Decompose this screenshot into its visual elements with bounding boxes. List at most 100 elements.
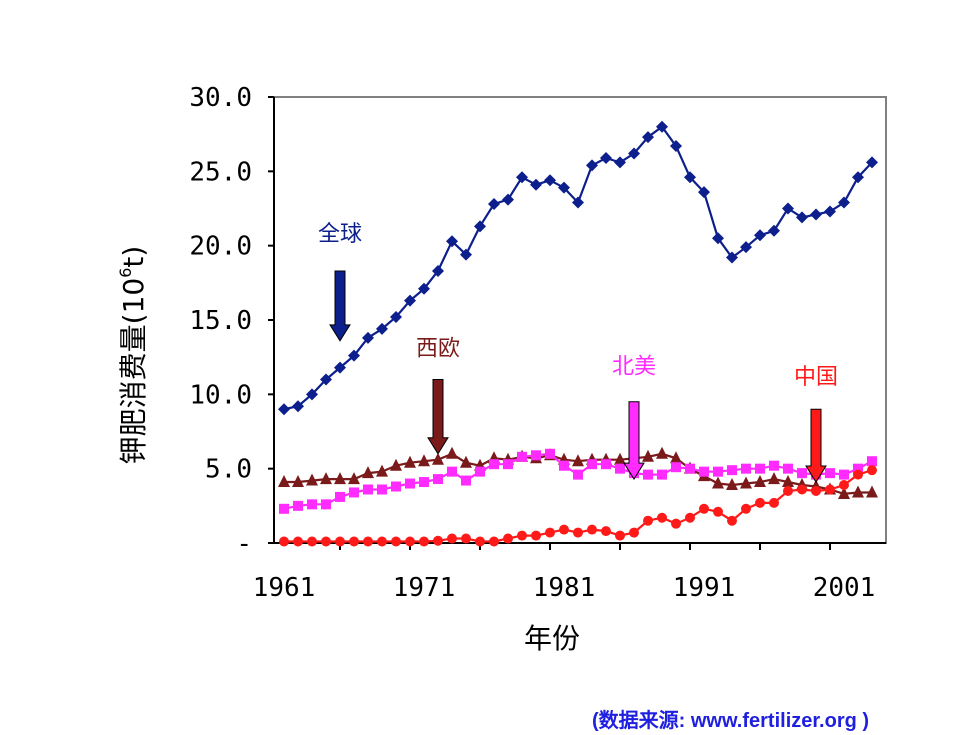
data-point (810, 208, 822, 221)
data-point (713, 506, 723, 517)
data-point (558, 181, 570, 194)
data-point (642, 131, 654, 144)
data-point (727, 515, 737, 526)
data-point (447, 533, 457, 544)
data-point (657, 469, 667, 480)
data-point (348, 349, 360, 362)
data-point (376, 322, 388, 335)
data-point (867, 456, 877, 467)
annotation-arrow (623, 401, 645, 481)
data-point (293, 536, 303, 547)
data-point (377, 484, 387, 495)
data-point (404, 294, 416, 307)
data-point (404, 455, 416, 468)
data-point (839, 469, 849, 480)
data-point (321, 499, 331, 510)
data-point (614, 452, 626, 465)
y-axis: - 5.0 10.0 15.0 20.0 25.0 30.0 (189, 83, 275, 559)
data-point (699, 466, 709, 477)
data-point (824, 205, 836, 218)
series-layer (278, 120, 878, 547)
data-point (446, 446, 458, 459)
data-point (656, 446, 668, 459)
annotation-arrow (329, 270, 351, 342)
data-point (362, 466, 374, 479)
data-point (671, 518, 681, 529)
data-point (348, 472, 360, 485)
data-point (418, 282, 430, 295)
data-point (433, 535, 443, 546)
data-point (768, 224, 780, 237)
y-axis-title-superscript: 6 (116, 268, 135, 278)
data-point (587, 524, 597, 535)
data-point (614, 156, 626, 169)
data-point (418, 454, 430, 467)
data-point (754, 475, 766, 488)
data-point (461, 475, 471, 486)
data-point (278, 475, 290, 488)
data-point (727, 465, 737, 476)
data-point (825, 484, 835, 495)
data-point (278, 403, 290, 416)
data-point (573, 527, 583, 538)
data-point (334, 472, 346, 485)
data-point (600, 151, 612, 164)
data-point (488, 198, 500, 211)
data-point (684, 171, 696, 184)
data-point (866, 485, 878, 498)
data-point (782, 202, 794, 215)
annotation: 全球 (318, 222, 362, 342)
data-point (474, 220, 486, 233)
data-point (307, 499, 317, 510)
data-point (643, 469, 653, 480)
data-point (825, 468, 835, 479)
data-point (559, 524, 569, 535)
data-point (531, 450, 541, 461)
data-point (797, 468, 807, 479)
annotation-arrow (427, 378, 449, 455)
data-point (390, 311, 402, 324)
data-point (516, 171, 528, 184)
data-point (362, 331, 374, 344)
data-point (712, 476, 724, 489)
data-point (769, 460, 779, 471)
data-point (685, 512, 695, 523)
data-point (642, 449, 654, 462)
data-point (530, 178, 542, 191)
data-point (446, 235, 458, 248)
annotation-label: 全球 (318, 222, 362, 247)
x-tick-label: 1991 (673, 573, 736, 603)
data-point (768, 472, 780, 485)
data-point (432, 264, 444, 277)
data-point (656, 120, 668, 133)
x-tick-label: 1961 (253, 573, 316, 603)
data-point (740, 476, 752, 489)
data-point (685, 463, 695, 474)
data-point (559, 460, 569, 471)
data-point (811, 485, 821, 496)
x-tick-label: 1971 (393, 573, 456, 603)
y-axis-title: 钾肥消费量(106t) (116, 246, 150, 465)
data-point (391, 536, 401, 547)
data-point (307, 536, 317, 547)
data-point (755, 497, 765, 508)
data-point (320, 472, 332, 485)
data-point (349, 487, 359, 498)
data-point (335, 491, 345, 502)
data-point (306, 473, 318, 486)
data-point (741, 503, 751, 514)
data-point (460, 455, 472, 468)
data-point (783, 485, 793, 496)
data-point (586, 159, 598, 172)
data-point (461, 533, 471, 544)
data-point (629, 527, 639, 538)
data-point (363, 484, 373, 495)
data-point (321, 536, 331, 547)
data-point (573, 469, 583, 480)
x-axis: 1961 1971 1981 1991 2001 (253, 542, 886, 603)
data-point (279, 536, 289, 547)
y-tick-label: - (236, 529, 252, 559)
data-point (433, 474, 443, 485)
